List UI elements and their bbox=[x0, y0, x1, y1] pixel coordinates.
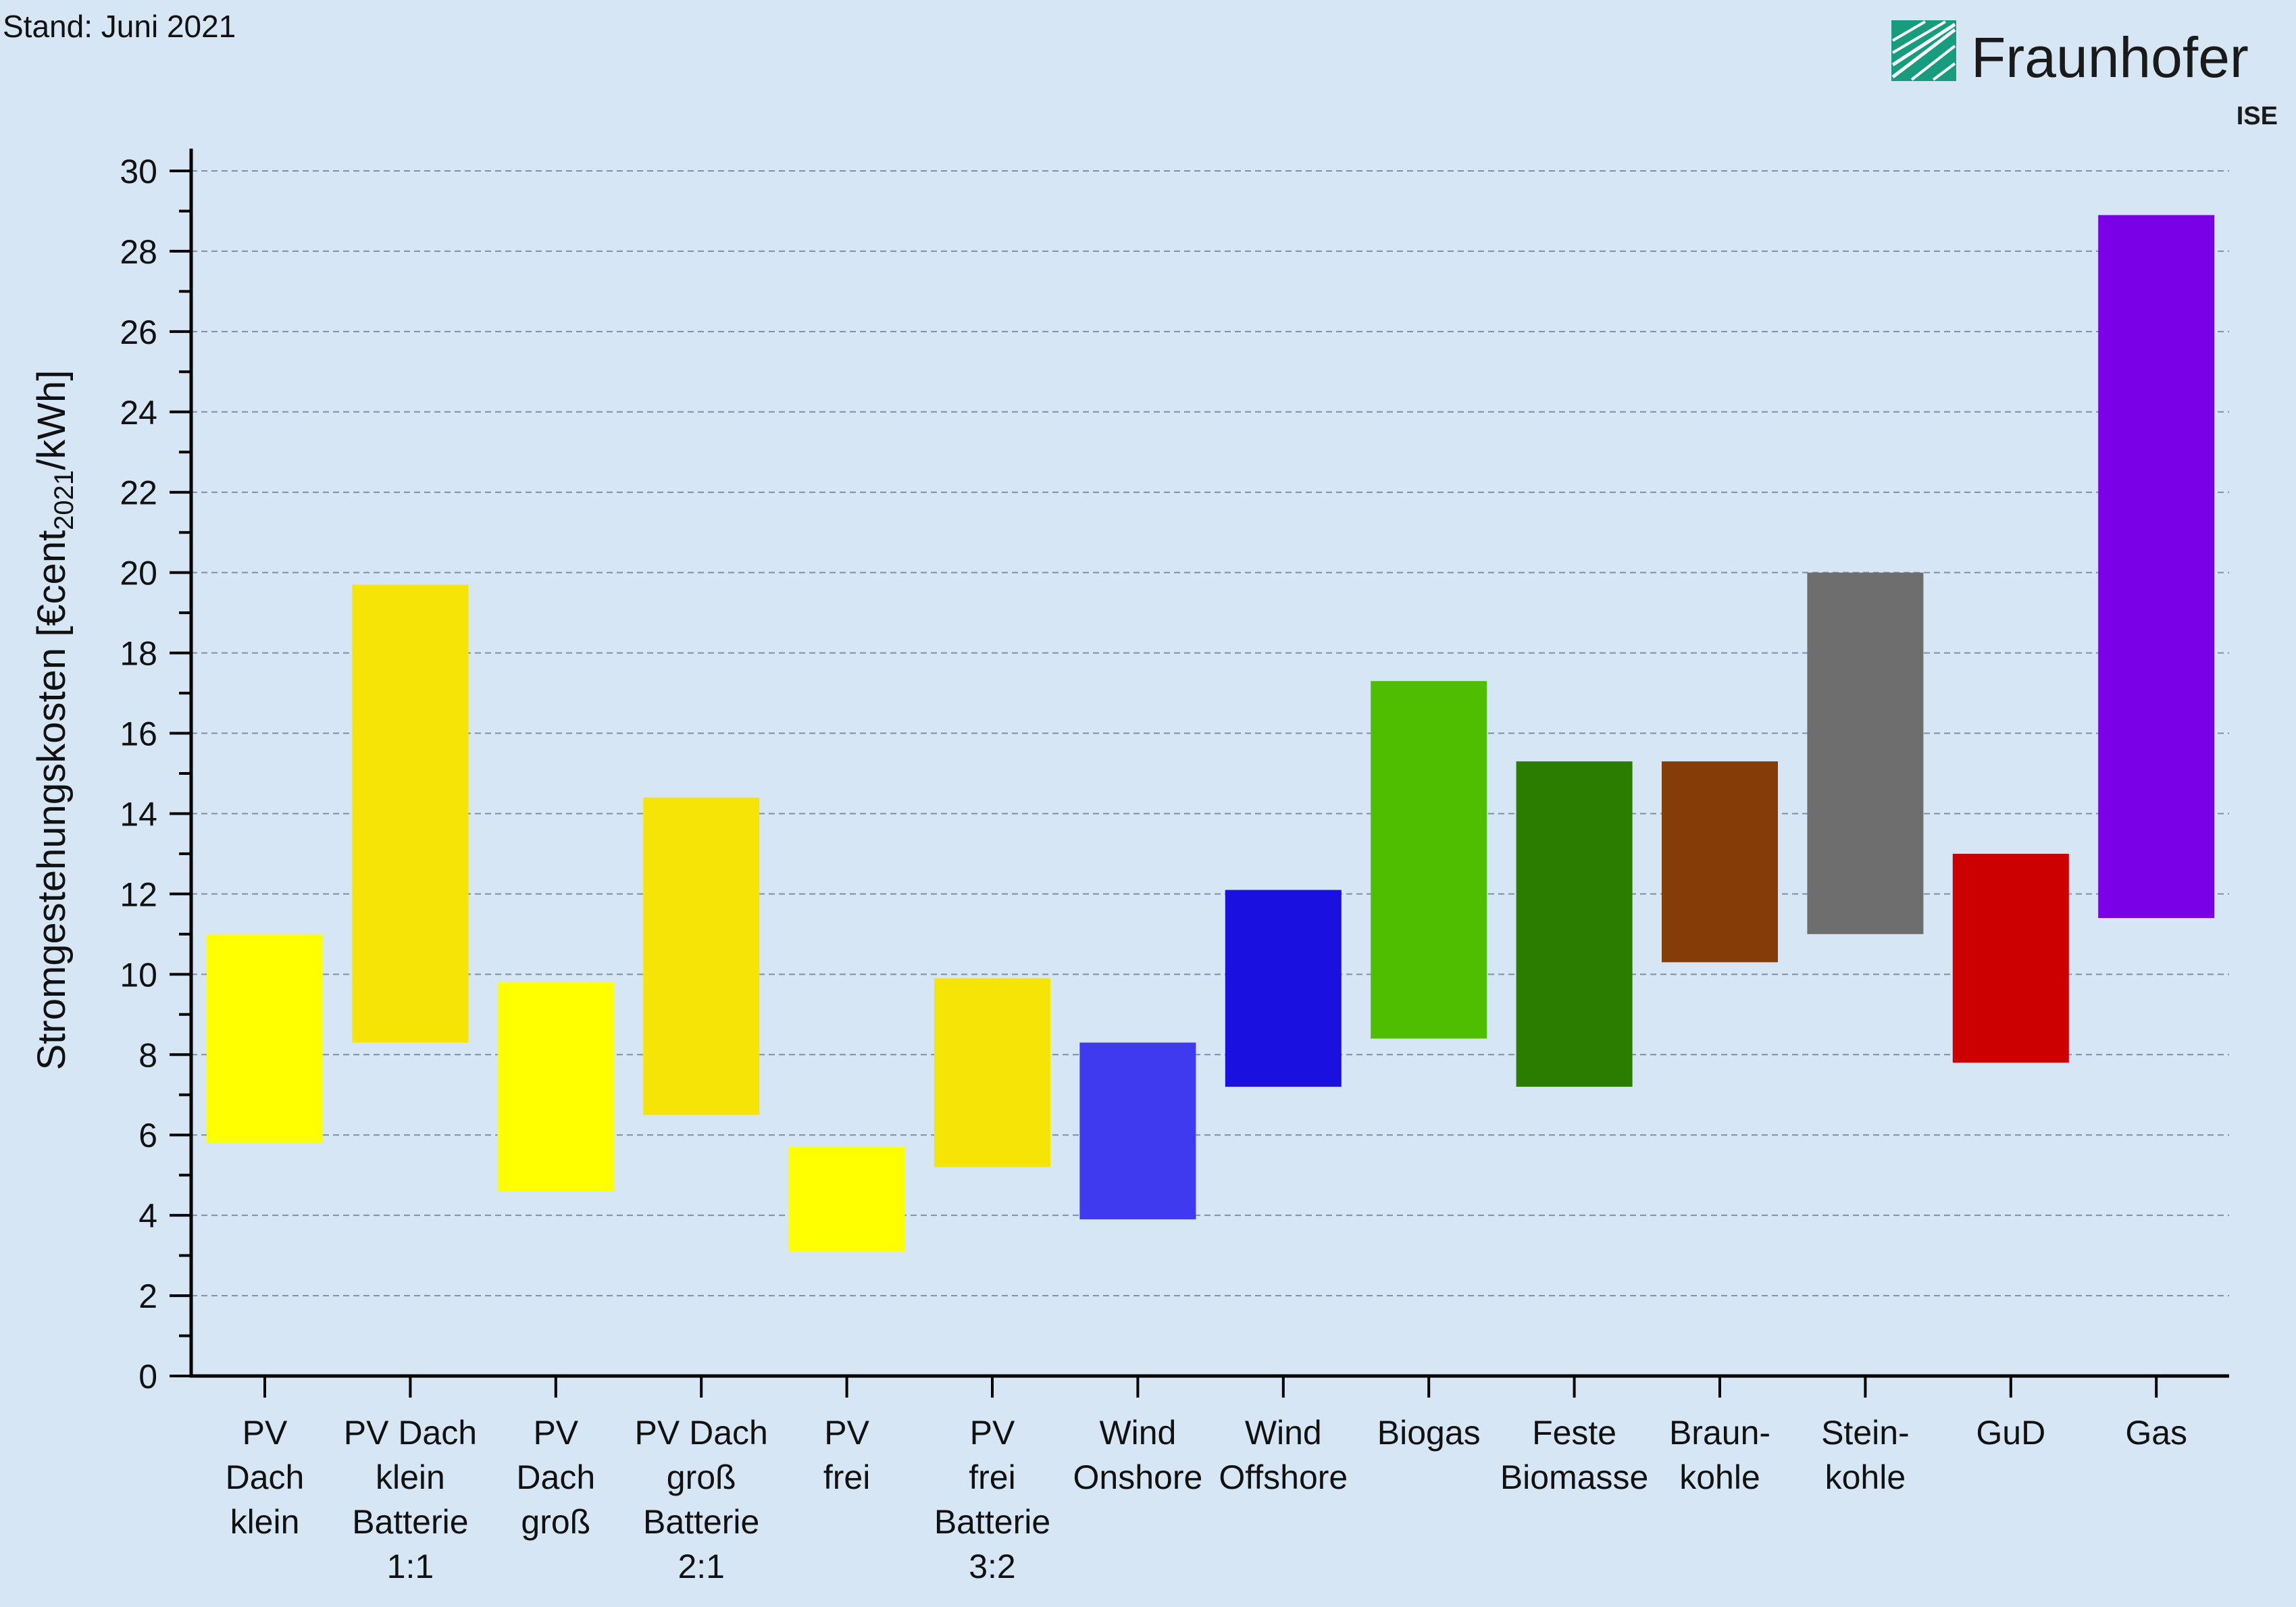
bar bbox=[352, 584, 469, 1043]
bar bbox=[1225, 890, 1342, 1087]
y-tick-label: 30 bbox=[120, 153, 157, 190]
y-tick-label: 16 bbox=[120, 715, 157, 753]
x-tick-label: PV Dach klein Batterie 1:1 bbox=[344, 1414, 477, 1585]
y-axis-label-tail: /kWh] bbox=[30, 370, 74, 470]
axes bbox=[189, 149, 2229, 1378]
x-tick-label: PV frei bbox=[823, 1414, 870, 1496]
y-tick-label: 6 bbox=[138, 1117, 157, 1154]
x-tick-label: Wind Onshore bbox=[1073, 1414, 1203, 1496]
bar bbox=[1952, 853, 2069, 1063]
y-tick-label: 26 bbox=[120, 313, 157, 351]
fraunhofer-logo: Fraunhofer ISE bbox=[1891, 20, 2278, 130]
x-tick-label: Wind Offshore bbox=[1219, 1414, 1348, 1496]
y-tick-label: 20 bbox=[120, 555, 157, 592]
x-tick-label: Gas bbox=[2125, 1414, 2187, 1452]
y-axis-label-main: Stromgestehungskosten [€cent bbox=[30, 530, 74, 1071]
y-tick-label: 22 bbox=[120, 474, 157, 512]
x-tick-label: Braun-kohle bbox=[1669, 1414, 1770, 1496]
x-tick-label: PV frei Batterie 3:2 bbox=[934, 1414, 1050, 1585]
y-tick-label: 2 bbox=[138, 1277, 157, 1315]
bar bbox=[1371, 681, 1487, 1039]
y-axis-label: Stromgestehungskosten [€cent2021/kWh] bbox=[30, 370, 79, 1071]
bar bbox=[497, 982, 614, 1192]
y-tick-label: 10 bbox=[120, 956, 157, 994]
y-tick-label: 8 bbox=[138, 1036, 157, 1074]
x-tick-label: PV Dach groß Batterie 2:1 bbox=[635, 1414, 768, 1585]
bar bbox=[643, 797, 760, 1115]
bars bbox=[207, 215, 2215, 1252]
fraunhofer-logo-sub: ISE bbox=[2237, 102, 2278, 130]
y-tick-label: 0 bbox=[138, 1358, 157, 1396]
bar bbox=[1662, 761, 1778, 963]
bar bbox=[788, 1147, 905, 1252]
y-tick-label: 28 bbox=[120, 233, 157, 271]
bar bbox=[207, 934, 323, 1144]
y-tick-label: 18 bbox=[120, 635, 157, 673]
bar bbox=[934, 978, 1050, 1167]
stand-date-label: Stand: Juni 2021 bbox=[3, 9, 236, 44]
y-tick-label: 24 bbox=[120, 394, 157, 432]
x-tick-label: Feste Biomasse bbox=[1500, 1414, 1649, 1496]
bar bbox=[1516, 761, 1633, 1087]
bar bbox=[1807, 572, 1924, 934]
y-axis-label-sub: 2021 bbox=[49, 470, 79, 530]
fraunhofer-logo-name: Fraunhofer bbox=[1971, 26, 2249, 89]
fraunhofer-mark-icon bbox=[1891, 20, 1956, 81]
y-tick-label: 12 bbox=[120, 875, 157, 913]
x-tick-label: Stein-kohle bbox=[1821, 1414, 1910, 1496]
x-tick-label: PV Dach groß bbox=[516, 1414, 595, 1541]
y-tick-label: 14 bbox=[120, 795, 157, 833]
gridlines bbox=[191, 170, 2229, 1297]
x-tick-label: PV Dach klein bbox=[226, 1414, 305, 1541]
bar bbox=[2098, 215, 2215, 919]
bar bbox=[1079, 1042, 1196, 1220]
y-tick-label: 4 bbox=[138, 1197, 157, 1235]
x-ticks: PV Dach klein PV Dach klein Batterie 1:1 PV Dach… bbox=[226, 1376, 2187, 1585]
x-tick-label: Biogas bbox=[1377, 1414, 1481, 1452]
x-tick-label: GuD bbox=[1976, 1414, 2045, 1452]
